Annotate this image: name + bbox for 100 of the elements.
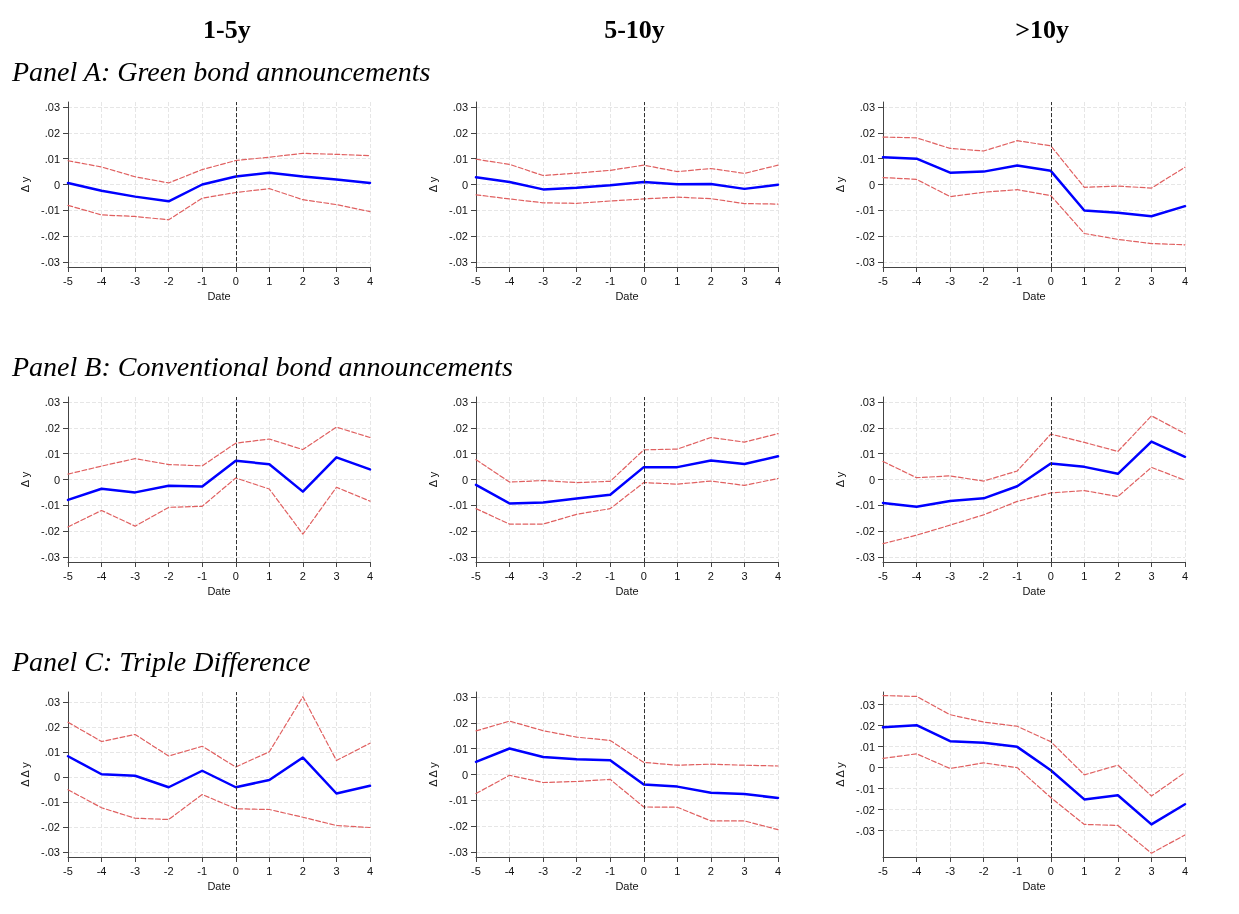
line-series <box>882 694 1186 797</box>
y-axis-title: Δ y <box>833 176 846 193</box>
line-series <box>475 158 779 177</box>
y-tick-label: -.03 <box>41 846 60 858</box>
x-tick-label: -4 <box>96 864 107 877</box>
y-tick-label: .01 <box>860 447 876 460</box>
x-tick-label: 0 <box>1048 864 1055 877</box>
y-axis-title: Δ y <box>18 176 31 193</box>
line-series <box>882 753 1186 854</box>
x-tick-label: -4 <box>96 274 107 287</box>
x-tick-label: -5 <box>470 569 481 582</box>
y-axis-title: Δ y <box>18 471 31 488</box>
x-tick-label: -5 <box>878 864 889 877</box>
y-tick-label: -.02 <box>856 525 876 538</box>
y-tick-label: 0 <box>461 768 468 781</box>
x-tick-label: 3 <box>333 864 340 877</box>
y-tick-label: .02 <box>44 421 60 434</box>
line-series <box>67 696 371 768</box>
x-tick-label: 4 <box>1182 569 1189 582</box>
y-tick-label: -.02 <box>448 230 468 243</box>
x-tick-label: 3 <box>1148 569 1155 582</box>
line-series <box>474 455 779 505</box>
y-tick-label: -.03 <box>448 845 468 858</box>
y-axis-title: Δ y <box>833 471 846 488</box>
y-tick-label: -.02 <box>41 230 60 243</box>
y-tick-label: .02 <box>44 721 60 733</box>
x-tick-label: 3 <box>1148 864 1155 877</box>
x-tick-label: 1 <box>673 864 681 877</box>
y-axis-title: Δ Δ y <box>426 761 439 787</box>
y-tick-label: .02 <box>452 126 468 139</box>
line-series <box>66 171 372 203</box>
y-tick-label: .03 <box>44 101 60 114</box>
x-tick-label: 4 <box>366 274 374 287</box>
x-tick-label: 4 <box>366 864 374 877</box>
line-series <box>475 477 779 525</box>
y-tick-label: .01 <box>860 740 876 753</box>
y-tick-label: -.03 <box>41 255 60 268</box>
x-tick-label: -4 <box>911 274 922 287</box>
line-series <box>475 433 779 484</box>
x-tick-label: 4 <box>774 569 781 582</box>
x-tick-label: 0 <box>640 569 647 582</box>
x-tick-label: -2 <box>163 274 174 287</box>
x-tick-label: 0 <box>1048 274 1055 287</box>
y-tick-label: -.01 <box>856 204 876 217</box>
y-tick-label: .02 <box>452 421 468 434</box>
y-tick-label: 0 <box>461 473 468 486</box>
chart-title: >10y <box>1014 14 1071 46</box>
x-tick-label: -4 <box>96 569 107 582</box>
x-tick-label: -1 <box>1012 864 1023 877</box>
y-tick-label: -.03 <box>41 550 60 563</box>
y-tick-label: -.03 <box>856 824 876 837</box>
y-tick-label: .02 <box>860 421 876 434</box>
y-tick-label: -.02 <box>856 803 876 816</box>
x-tick-label: 2 <box>707 864 714 877</box>
x-tick-label: -2 <box>571 864 582 877</box>
x-tick-label: -4 <box>504 274 515 287</box>
y-tick-label: .02 <box>860 126 876 139</box>
x-tick-label: 0 <box>232 569 239 582</box>
x-tick-label: -4 <box>504 569 515 582</box>
line-series <box>474 747 779 800</box>
x-tick-label: -4 <box>911 864 922 877</box>
x-tick-label: 4 <box>1182 864 1189 877</box>
x-axis-title: Date <box>1022 290 1046 303</box>
x-tick-label: 0 <box>640 274 647 287</box>
x-tick-label: 2 <box>299 274 306 287</box>
line-series <box>882 176 1186 246</box>
y-tick-label: .03 <box>44 396 60 409</box>
y-tick-label: -.01 <box>856 782 876 795</box>
x-tick-label: -1 <box>197 569 208 582</box>
x-tick-label: 2 <box>299 864 306 877</box>
line-series <box>882 723 1187 826</box>
y-tick-label: .01 <box>860 152 876 165</box>
y-tick-label: .02 <box>452 716 468 729</box>
x-tick-label: -3 <box>945 569 956 582</box>
line-series <box>67 477 371 535</box>
x-tick-label: -5 <box>63 864 73 877</box>
x-tick-label: 4 <box>774 274 781 287</box>
x-axis-title: Date <box>615 880 639 893</box>
y-tick-label: -.02 <box>41 821 60 833</box>
x-tick-label: 1 <box>673 569 681 582</box>
y-tick-label: 0 <box>869 473 876 486</box>
y-axis-title: Δ Δ y <box>18 761 31 787</box>
x-axis-title: Date <box>207 290 231 303</box>
line-series <box>882 466 1186 545</box>
x-tick-label: -1 <box>197 274 208 287</box>
x-tick-label: 1 <box>1081 864 1088 877</box>
x-tick-label: 3 <box>741 274 748 287</box>
x-tick-label: -5 <box>63 274 73 287</box>
x-axis-title: Date <box>1022 880 1046 893</box>
x-tick-label: 2 <box>1115 274 1122 287</box>
x-tick-label: 1 <box>266 569 273 582</box>
x-tick-label: -5 <box>470 864 481 877</box>
x-tick-label: 3 <box>741 569 748 582</box>
x-tick-label: -1 <box>604 274 615 287</box>
x-tick-label: -5 <box>878 569 889 582</box>
y-tick-label: 0 <box>53 178 60 191</box>
y-tick-label: -.03 <box>856 550 876 563</box>
x-tick-label: -2 <box>979 864 989 877</box>
y-tick-label: .01 <box>44 152 60 165</box>
x-tick-label: 2 <box>1115 569 1122 582</box>
